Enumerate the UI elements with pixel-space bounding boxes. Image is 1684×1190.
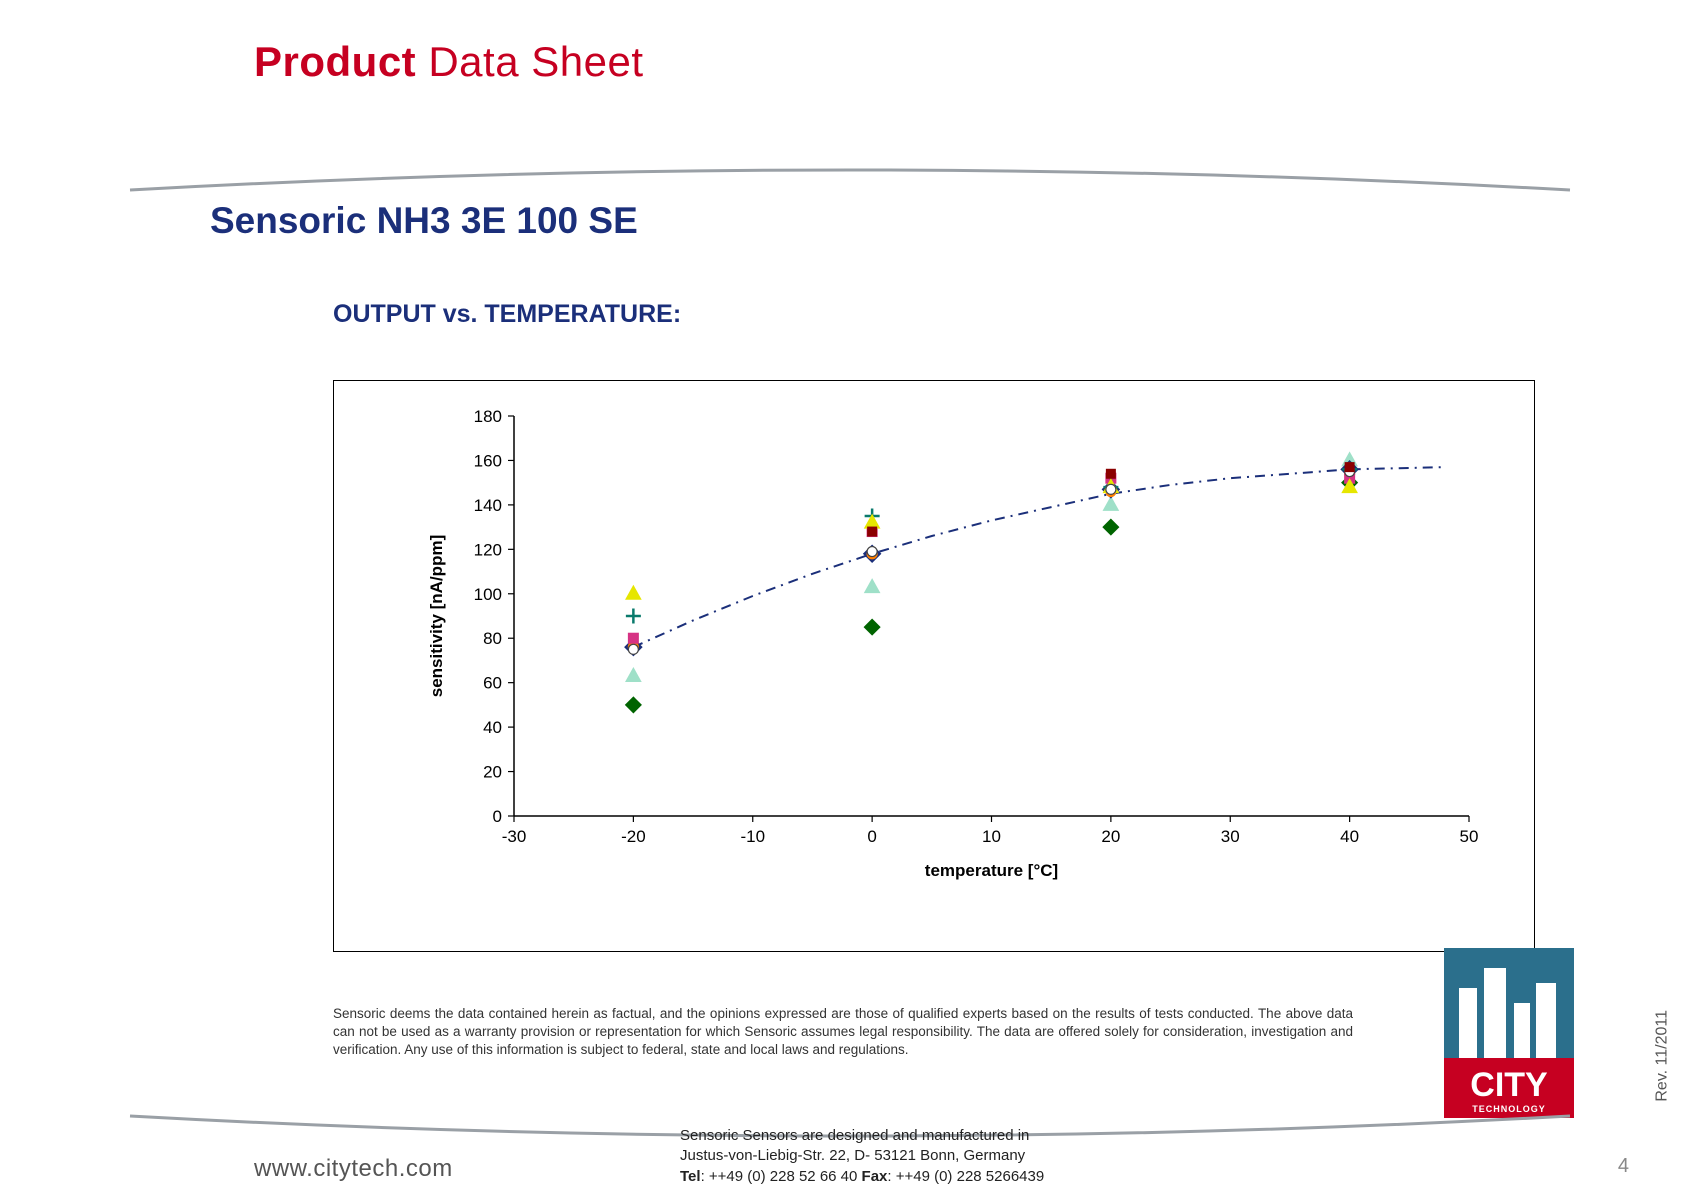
- footer-contact: Sensoric Sensors are designed and manufa…: [680, 1126, 1044, 1187]
- svg-text:60: 60: [483, 674, 502, 693]
- section-title: OUTPUT vs. TEMPERATURE:: [333, 300, 681, 329]
- tel-label: Tel: [680, 1168, 701, 1185]
- svg-text:140: 140: [474, 496, 502, 515]
- tel-value: : ++49 (0) 228 52 66 40: [701, 1168, 862, 1185]
- svg-text:10: 10: [982, 827, 1001, 846]
- footer-line1: Sensoric Sensors are designed and manufa…: [680, 1126, 1044, 1146]
- svg-text:sensitivity [nA/ppm]: sensitivity [nA/ppm]: [427, 535, 446, 697]
- fax-label: Fax: [862, 1168, 888, 1185]
- svg-text:-30: -30: [502, 827, 527, 846]
- svg-text:0: 0: [493, 807, 502, 826]
- svg-text:100: 100: [474, 585, 502, 604]
- svg-text:-10: -10: [740, 827, 765, 846]
- svg-text:20: 20: [1101, 827, 1120, 846]
- svg-text:40: 40: [483, 718, 502, 737]
- fax-value: : ++49 (0) 228 5266439: [887, 1168, 1044, 1185]
- svg-text:40: 40: [1340, 827, 1359, 846]
- footer-line2: Justus-von-Liebig-Str. 22, D- 53121 Bonn…: [680, 1146, 1044, 1166]
- svg-text:-20: -20: [621, 827, 646, 846]
- svg-text:160: 160: [474, 451, 502, 470]
- svg-text:120: 120: [474, 540, 502, 559]
- svg-text:50: 50: [1460, 827, 1479, 846]
- svg-text:0: 0: [867, 827, 876, 846]
- svg-text:20: 20: [483, 763, 502, 782]
- doc-title-bold: Product: [254, 38, 416, 85]
- page-number: 4: [1618, 1155, 1629, 1178]
- doc-title: Product Data Sheet: [254, 38, 643, 86]
- svg-text:30: 30: [1221, 827, 1240, 846]
- chart-output-vs-temperature: -30 -20 -10 0 10 20 30 40 50 0 20 40 60 80 100 120 140 16…: [333, 380, 1535, 952]
- revision-label: Rev. 11/2011: [1654, 1010, 1672, 1102]
- product-name: Sensoric NH3 3E 100 SE: [210, 200, 638, 242]
- svg-text:80: 80: [483, 629, 502, 648]
- disclaimer-text: Sensoric deems the data contained herein…: [333, 1005, 1353, 1060]
- footer-line3: Tel: ++49 (0) 228 52 66 40 Fax: ++49 (0)…: [680, 1167, 1044, 1187]
- svg-text:180: 180: [474, 407, 502, 426]
- doc-title-light: Data Sheet: [416, 38, 643, 85]
- city-technology-logo: CITY TECHNOLOGY: [1444, 948, 1574, 1118]
- divider-top: [130, 160, 1570, 200]
- footer-url: www.citytech.com: [254, 1155, 453, 1183]
- svg-text:temperature [°C]: temperature [°C]: [925, 861, 1058, 880]
- logo-text: CITY: [1470, 1066, 1548, 1104]
